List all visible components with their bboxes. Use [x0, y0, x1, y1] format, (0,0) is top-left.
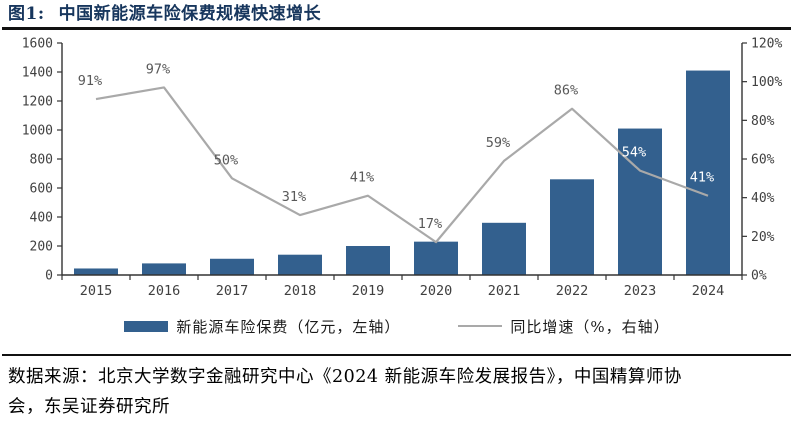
bar-2023: [618, 128, 662, 275]
figure-title: 图1: 中国新能源车险保费规模快速增长: [0, 0, 794, 26]
category-label-2022: 2022: [556, 283, 589, 299]
category-label-2015: 2015: [80, 283, 113, 299]
legend-label-growth: 同比增速（%，右轴）: [510, 317, 670, 336]
growth-label-2020: 17%: [418, 216, 442, 232]
category-label-2017: 2017: [216, 283, 249, 299]
chart-area: 0 200 400 600 800 1000 1200 1400 1600 0% 20% 40% 60%…: [0, 30, 794, 310]
right-axis-tick: 0%: [751, 269, 767, 284]
left-axis-tick: 1600: [22, 37, 53, 52]
legend-item-premium: 新能源车险保费（亿元，左轴）: [124, 316, 400, 337]
legend-item-growth: 同比增速（%，右轴）: [458, 316, 669, 337]
left-axis-tick: 400: [30, 211, 53, 226]
source-line-1: 数据来源：北京大学数字金融研究中心《2024 新能源车险发展报告》，中国精算师协: [8, 367, 682, 387]
growth-label-2021: 59%: [486, 135, 510, 151]
growth-label-2017: 50%: [214, 152, 238, 168]
bar-2021: [482, 222, 526, 275]
bar-2015: [74, 268, 118, 275]
left-axis-tick: 1200: [22, 95, 53, 110]
category-label-2018: 2018: [284, 283, 317, 299]
category-label-2021: 2021: [488, 283, 521, 299]
right-axis-tick: 100%: [751, 75, 782, 90]
growth-label-2015: 91%: [78, 73, 102, 89]
right-axis-tick: 40%: [751, 191, 775, 206]
bar-2017: [210, 258, 254, 275]
figure-caption: 中国新能源车险保费规模快速增长: [58, 4, 322, 24]
growth-label-2022: 86%: [554, 83, 578, 99]
line-swatch-icon: [458, 325, 503, 327]
category-label-2019: 2019: [352, 283, 385, 299]
category-label-2023: 2023: [624, 283, 657, 299]
legend-label-premium: 新能源车险保费（亿元，左轴）: [176, 317, 401, 336]
left-axis-tick: 600: [30, 182, 53, 197]
left-axis-tick: 0: [45, 269, 53, 284]
bar-2020: [414, 241, 458, 275]
bar-2019: [346, 246, 390, 275]
left-axis-tick: 800: [30, 153, 53, 168]
title-divider: [2, 27, 791, 30]
combo-chart: 0 200 400 600 800 1000 1200 1400 1600 0% 20% 40% 60%…: [22, 37, 783, 300]
figure-number: 图1:: [8, 4, 45, 24]
chart-legend: 新能源车险保费（亿元，左轴） 同比增速（%，右轴）: [0, 310, 794, 342]
bar-2018: [278, 254, 322, 275]
right-axis-tick: 60%: [751, 153, 775, 168]
category-label-2024: 2024: [692, 283, 725, 299]
right-axis-tick: 80%: [751, 114, 775, 129]
bar-2016: [142, 263, 186, 275]
right-axis-tick: 20%: [751, 230, 775, 245]
growth-line: [95, 86, 709, 244]
right-axis-tick: 120%: [751, 37, 782, 52]
bar-swatch-icon: [124, 320, 169, 332]
growth-label-2023: 54%: [622, 145, 646, 161]
left-axis-tick: 1400: [22, 66, 53, 81]
growth-label-2024: 41%: [690, 170, 714, 186]
bar-2022: [550, 179, 594, 275]
category-label-2020: 2020: [420, 283, 453, 299]
growth-label-2018: 31%: [282, 189, 306, 205]
bar-2024: [686, 70, 730, 275]
left-axis-tick: 1000: [22, 124, 53, 139]
source-note: 数据来源：北京大学数字金融研究中心《2024 新能源车险发展报告》，中国精算师协…: [2, 354, 791, 422]
left-axis-tick: 200: [30, 240, 53, 255]
growth-label-2019: 41%: [350, 170, 374, 186]
source-line-2: 会，东吴证券研究所: [8, 397, 170, 417]
category-label-2016: 2016: [148, 283, 181, 299]
growth-label-2016: 97%: [146, 61, 170, 77]
